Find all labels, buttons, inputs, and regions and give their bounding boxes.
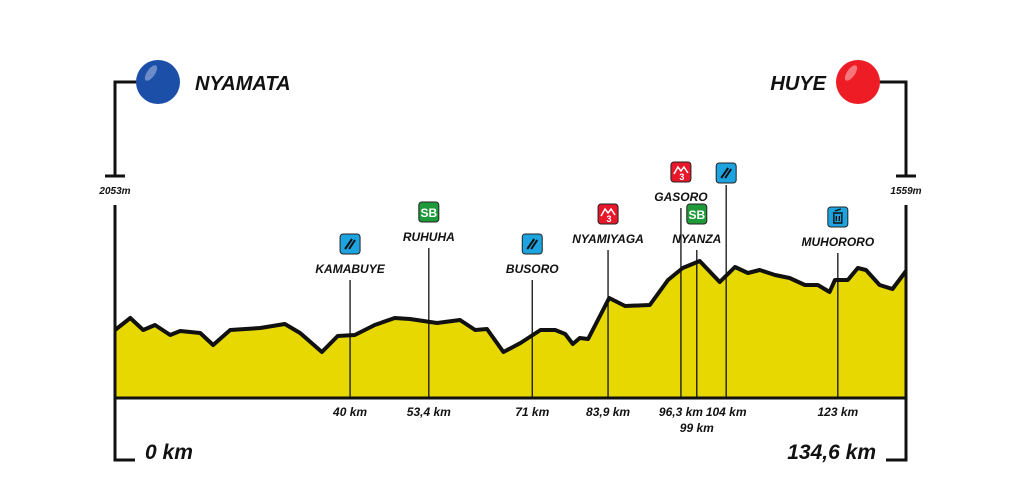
category-text: 3 (607, 214, 612, 224)
waypoint-distance: 99 km (680, 421, 714, 435)
waypoint-gasoro: 3 GASORO 96,3 km (654, 161, 708, 419)
climb-cat3-icon: 3 (597, 203, 619, 225)
start-town: NYAMATA (195, 73, 291, 95)
waypoint-name: NYANZA (672, 232, 721, 246)
waypoint-nyamiyaga: 3 NYAMIYAGA 83,9 km (572, 203, 644, 419)
waypoint-distance: 71 km (515, 405, 549, 419)
waypoint-104-km: 104 km (706, 162, 747, 419)
finish-axis (886, 205, 908, 462)
waypoint-distance: 96,3 km (659, 405, 703, 419)
sb-icon: SB (418, 201, 440, 223)
feed-zone-icon (827, 206, 849, 228)
waypoint-muhororo: MUHORORO 123 km (801, 206, 875, 419)
waypoint-name: RUHUHA (403, 230, 455, 244)
sprint-icon (339, 233, 361, 255)
sprint-icon (715, 162, 737, 184)
start-axis (113, 205, 135, 462)
start-marker-shine (144, 65, 158, 81)
sb-text: SB (420, 206, 437, 220)
waypoint-distance: 40 km (332, 405, 367, 419)
category-text: 3 (679, 172, 684, 182)
waypoint-busoro: BUSORO 71 km (506, 233, 559, 419)
waypoint-name: MUHORORO (801, 235, 874, 249)
waypoint-name: KAMABUYE (315, 262, 385, 276)
start-elevation: 2053m (98, 186, 130, 197)
finish-distance: 134,6 km (787, 441, 876, 464)
finish-marker-icon (836, 60, 880, 104)
waypoint-ruhuha: SB RUHUHA 53,4 km (403, 201, 455, 419)
climb-cat3-icon: 3 (670, 161, 692, 183)
waypoint-name: GASORO (654, 190, 708, 204)
waypoint-distance: 104 km (706, 405, 747, 419)
sb-icon: SB (686, 203, 708, 225)
sprint-icon (521, 233, 543, 255)
finish-town: HUYE (770, 73, 826, 95)
finish-elevation: 1559m (890, 186, 921, 197)
sb-text: SB (688, 208, 705, 222)
waypoint-name: BUSORO (506, 262, 559, 276)
waypoint-kamabuye: KAMABUYE 40 km (315, 233, 386, 419)
start-marker-icon (136, 60, 180, 104)
waypoint-distance: 83,9 km (586, 405, 630, 419)
waypoint-distance: 53,4 km (407, 405, 451, 419)
start-distance: 0 km (145, 441, 193, 464)
waypoint-nyanza: SB NYANZA 99 km (672, 203, 721, 435)
finish-marker-shine (844, 65, 858, 81)
profile-line (113, 259, 908, 354)
profile-area (115, 261, 906, 398)
waypoint-name: NYAMIYAGA (572, 232, 644, 246)
waypoint-distance: 123 km (817, 405, 858, 419)
